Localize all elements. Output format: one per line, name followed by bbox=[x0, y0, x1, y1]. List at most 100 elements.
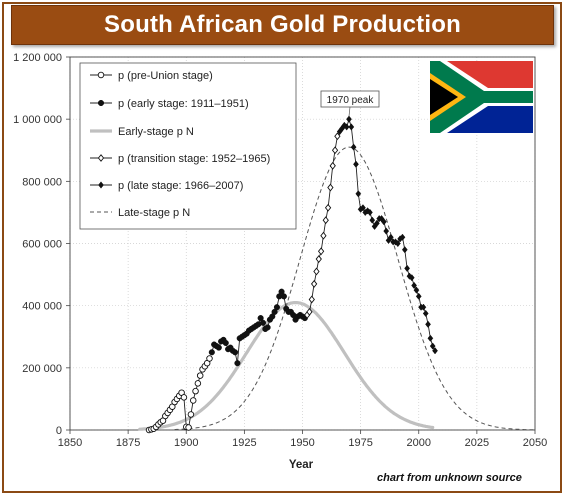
peak-annotation: 1970 peak bbox=[320, 90, 380, 108]
data-point bbox=[232, 349, 239, 356]
data-point bbox=[185, 424, 192, 431]
late-stage-gaussian-line bbox=[174, 146, 535, 431]
data-point bbox=[317, 247, 325, 256]
x-tick-label: 1925 bbox=[232, 437, 256, 449]
data-point bbox=[343, 123, 350, 131]
legend-entry-transition-stage: p (transition stage: 1952–1965) bbox=[118, 153, 270, 165]
data-point bbox=[97, 154, 105, 162]
data-point bbox=[215, 344, 222, 351]
data-point bbox=[413, 286, 420, 294]
data-point bbox=[360, 204, 366, 212]
data-point bbox=[322, 216, 329, 225]
data-point bbox=[329, 161, 336, 170]
data-point bbox=[234, 360, 241, 367]
y-tick-label: 1 000 000 bbox=[13, 114, 62, 126]
data-point bbox=[334, 132, 341, 141]
data-point bbox=[408, 274, 415, 282]
data-point bbox=[387, 233, 394, 241]
legend-symbols bbox=[90, 71, 112, 213]
plot-border bbox=[69, 56, 536, 431]
data-point bbox=[313, 267, 320, 276]
data-point bbox=[196, 372, 204, 379]
series-4 bbox=[336, 115, 438, 355]
data-point bbox=[399, 233, 406, 241]
series-1 bbox=[208, 288, 308, 367]
data-point bbox=[192, 387, 199, 395]
data-point bbox=[280, 293, 287, 300]
data-point bbox=[259, 319, 267, 326]
data-point bbox=[367, 208, 373, 217]
y-tick-label: 800 000 bbox=[22, 176, 62, 188]
data-point bbox=[422, 309, 429, 318]
data-point bbox=[98, 181, 104, 189]
x-tick-label: 1900 bbox=[174, 437, 198, 449]
data-point bbox=[189, 397, 197, 404]
data-point bbox=[187, 411, 195, 418]
data-point bbox=[374, 219, 380, 227]
data-point bbox=[324, 203, 332, 212]
peak-pointer bbox=[348, 106, 351, 117]
x-tick-label: 2025 bbox=[465, 437, 489, 449]
data-point bbox=[411, 281, 417, 290]
series-3 bbox=[304, 132, 341, 319]
legend-entry-late-gaussian: Late-stage p N bbox=[118, 207, 190, 219]
peak-label-box bbox=[320, 90, 380, 108]
data-point bbox=[350, 143, 357, 151]
data-point bbox=[346, 115, 352, 123]
x-axis-title: Year bbox=[289, 459, 314, 471]
data-point bbox=[429, 342, 436, 350]
y-tick-label: 1 200 000 bbox=[13, 52, 62, 64]
x-tick-label: 1950 bbox=[290, 437, 314, 449]
data-point bbox=[353, 160, 359, 168]
data-point bbox=[369, 216, 376, 224]
data-point bbox=[97, 71, 105, 79]
source-note: chart from unknown source bbox=[377, 472, 522, 484]
data-point bbox=[194, 380, 202, 387]
data-point bbox=[394, 239, 401, 248]
data-point bbox=[327, 183, 334, 192]
data-point bbox=[97, 99, 105, 107]
data-point bbox=[264, 324, 271, 331]
x-tick-label: 2000 bbox=[407, 437, 431, 449]
legend-entry-early-gaussian: Early-stage p N bbox=[118, 126, 194, 138]
data-point bbox=[383, 227, 390, 235]
data-point bbox=[306, 307, 313, 316]
data-point bbox=[308, 295, 315, 304]
data-point bbox=[420, 303, 427, 311]
y-tick-label: 0 bbox=[56, 425, 62, 437]
data-point bbox=[401, 246, 408, 254]
axes: 1850 1875 1900 1925 1950 1975 2000 2025 2050 0 200… bbox=[13, 52, 547, 449]
data-point bbox=[273, 304, 280, 311]
data-point bbox=[206, 355, 213, 362]
y-tick-label: 200 000 bbox=[22, 363, 62, 375]
data-point bbox=[425, 320, 431, 328]
legend-entry-early-stage: p (early stage: 1911–1951) bbox=[118, 98, 249, 110]
legend-entry-late-stage: p (late stage: 1966–2007) bbox=[118, 180, 243, 192]
y-tick-label: 400 000 bbox=[22, 301, 62, 313]
title-banner: South African Gold Production bbox=[11, 5, 554, 45]
x-tick-label: 2050 bbox=[523, 437, 547, 449]
peak-label: 1970 peak bbox=[327, 95, 375, 106]
data-point bbox=[180, 394, 188, 401]
series-0 bbox=[145, 355, 213, 434]
data-point bbox=[315, 255, 322, 263]
data-point bbox=[208, 349, 215, 356]
data-point bbox=[310, 279, 318, 288]
legend-entry-pre-union: p (pre-Union stage) bbox=[118, 70, 213, 82]
data-point bbox=[380, 218, 387, 226]
series-layer bbox=[138, 106, 535, 434]
x-tick-label: 1975 bbox=[348, 437, 372, 449]
legend: p (pre-Union stage) p (early stage: 1911… bbox=[79, 62, 297, 230]
data-point bbox=[355, 190, 362, 198]
x-tick-label: 1875 bbox=[116, 437, 140, 449]
data-point bbox=[432, 347, 438, 355]
y-tick-label: 600 000 bbox=[22, 239, 62, 251]
data-point bbox=[427, 334, 434, 342]
legend-box bbox=[79, 62, 297, 230]
data-point bbox=[320, 231, 327, 240]
south-africa-flag-icon bbox=[430, 61, 533, 133]
data-point bbox=[404, 264, 411, 272]
data-point bbox=[222, 339, 229, 347]
chart-title: South African Gold Production bbox=[104, 11, 461, 38]
